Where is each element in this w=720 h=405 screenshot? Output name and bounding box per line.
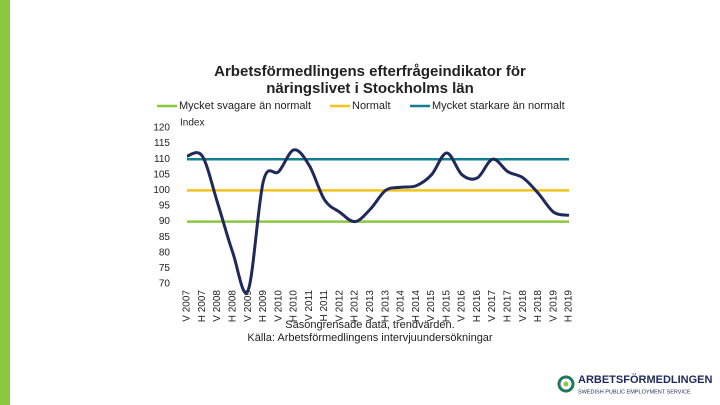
x-tick-label: H 2009 [258, 290, 269, 323]
chart-title: näringslivet i Stockholms län [266, 80, 474, 97]
x-tick-label: H 2016 [472, 290, 483, 323]
y-tick-label: 75 [159, 263, 171, 274]
x-tick-label: H 2010 [289, 290, 300, 323]
x-tick-label: V 2015 [426, 290, 437, 322]
y-tick-label: 100 [153, 185, 170, 196]
x-tick-label: V 2018 [518, 290, 529, 322]
x-tick-label: V 2012 [334, 290, 345, 322]
y-tick-label: 90 [159, 216, 171, 227]
data-line [186, 148, 570, 295]
logo: ARBETSFÖRMEDLINGEN SWEDISH PUBLIC EMPLOY… [557, 373, 713, 395]
y-label: Index [180, 118, 204, 129]
y-tick-label: 80 [159, 247, 171, 258]
x-tick-label: V 2017 [487, 290, 498, 322]
x-tick-label: H 2013 [380, 290, 391, 323]
x-tick-label: V 2009 [243, 290, 254, 322]
y-tick-label: 110 [154, 154, 170, 165]
x-tick-label: H 2012 [350, 290, 361, 323]
y-tick-label: 115 [154, 138, 170, 149]
x-tick-label: V 2013 [365, 290, 376, 322]
note: Säsongrensade data, trendvärden. [285, 319, 454, 331]
x-tick-label: H 2011 [319, 290, 330, 322]
x-tick-label: H 2015 [441, 290, 452, 323]
y-tick-label: 105 [153, 169, 170, 180]
y-tick-label: 95 [159, 201, 171, 212]
x-tick-label: H 2018 [533, 290, 544, 323]
legend-label: Normalt [352, 100, 391, 112]
logo-name: ARBETSFÖRMEDLINGEN [578, 373, 713, 386]
note: Källa: Arbetsförmedlingens intervjuunder… [247, 332, 493, 344]
x-tick-label: H 2014 [411, 290, 422, 323]
y-tick-label: 70 [159, 279, 171, 290]
x-tick-label: V 2007 [182, 290, 193, 322]
x-tick-label: V 2014 [396, 290, 407, 322]
x-tick-label: H 2008 [227, 290, 238, 323]
x-tick-label: V 2010 [273, 290, 284, 322]
x-tick-label: V 2019 [548, 290, 559, 322]
x-tick-label: V 2011 [304, 290, 315, 321]
side-bar [0, 0, 10, 405]
x-tick-label: V 2008 [212, 290, 223, 322]
x-tick-label: H 2017 [503, 290, 514, 323]
legend-label: Mycket starkare än normalt [432, 100, 565, 112]
legend-label: Mycket svagare än normalt [179, 100, 311, 112]
x-tick-label: V 2016 [457, 290, 468, 322]
y-tick-label: 120 [153, 123, 170, 134]
x-tick-label: H 2007 [197, 290, 208, 323]
x-tick-label: H 2019 [564, 290, 575, 323]
y-tick-label: 85 [159, 232, 171, 243]
chart-title: Arbetsförmedlingens efterfrågeindikator … [214, 63, 526, 80]
logo-tagline: SWEDISH PUBLIC EMPLOYMENT SERVICE [578, 389, 691, 395]
